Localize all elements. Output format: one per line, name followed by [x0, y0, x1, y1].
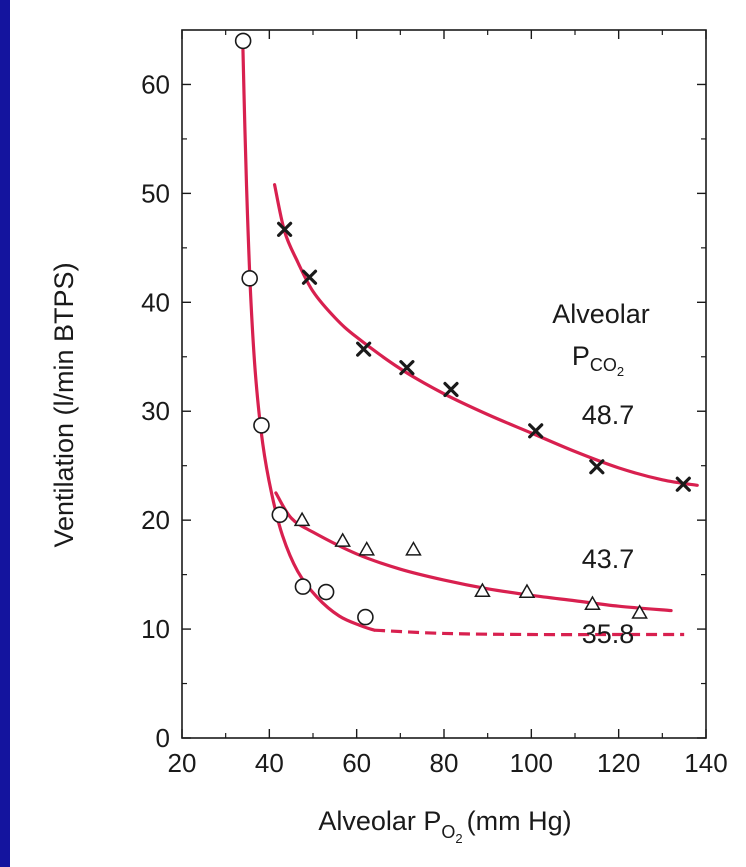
x-axis-title-main: Alveolar P — [318, 806, 441, 836]
annotation-pco2: PCO2 — [572, 341, 624, 379]
point-circle-35-8 — [294, 578, 312, 595]
point-cross-48-7 — [589, 459, 605, 475]
axes: 20 40 60 80 100 120 140 0 10 20 30 40 50 60 — [141, 29, 728, 778]
series-label-48-7: 48.7 — [582, 400, 635, 430]
point-circle-35-8 — [357, 608, 374, 626]
curve-35-8 — [241, 37, 376, 632]
point-cross-48-7 — [399, 360, 415, 376]
curve-43-7 — [274, 491, 673, 613]
point-triangle-43-7 — [293, 511, 311, 527]
point-circle-35-8 — [234, 32, 252, 50]
point-triangle-43-7 — [474, 582, 491, 597]
data-markers — [234, 32, 691, 626]
point-triangle-43-7 — [358, 541, 376, 556]
annotation-alveolar: Alveolar — [552, 299, 650, 329]
point-cross-48-7 — [277, 221, 293, 237]
point-triangle-43-7 — [631, 604, 648, 619]
point-triangle-43-7 — [584, 595, 601, 611]
annotation-pco2-main: P — [572, 341, 590, 371]
point-cross-48-7 — [528, 423, 544, 439]
point-circle-35-8 — [253, 417, 270, 434]
x-tick-label: 60 — [342, 748, 371, 778]
y-tick-label: 60 — [141, 69, 170, 99]
point-triangle-43-7 — [405, 541, 422, 556]
point-triangle-43-7 — [518, 583, 536, 599]
series-label-43-7: 43.7 — [582, 544, 635, 574]
x-tick-label: 80 — [430, 748, 459, 778]
y-tick-label: 10 — [141, 614, 170, 644]
y-tick-label: 20 — [141, 505, 170, 535]
x-tick-label: 20 — [168, 748, 197, 778]
point-circle-35-8 — [271, 506, 289, 524]
y-tick-label: 0 — [156, 723, 170, 753]
x-axis-title-subsub: 2 — [455, 831, 462, 846]
x-tick-label: 40 — [255, 748, 284, 778]
y-tick-label: 40 — [141, 287, 170, 317]
curve-48-7 — [272, 183, 699, 487]
x-axis-title-unit: (mm Hg) — [467, 806, 572, 836]
annotation-pco2-subsub: 2 — [617, 364, 624, 379]
y-tick-label: 30 — [141, 396, 170, 426]
x-axis-title: Alveolar PO2 (mm Hg) — [318, 806, 571, 846]
point-circle-35-8 — [241, 270, 258, 287]
point-triangle-43-7 — [334, 532, 351, 547]
y-axis-title: Ventilation (l/min BTPS) — [49, 262, 79, 547]
point-cross-48-7 — [301, 269, 318, 285]
annotation-pco2-sub: CO — [590, 355, 617, 375]
fit-curves — [241, 37, 699, 637]
dashed-curve-35-8 — [374, 628, 685, 637]
y-tick-label: 50 — [141, 178, 170, 208]
point-cross-48-7 — [356, 341, 372, 357]
figure-panel — [10, 0, 746, 867]
x-axis-title-sub: O — [441, 822, 455, 842]
series-label-35-8: 35.8 — [582, 619, 635, 649]
x-tick-label: 140 — [684, 748, 727, 778]
point-circle-35-8 — [317, 583, 335, 601]
point-cross-48-7 — [675, 476, 691, 492]
x-tick-label: 100 — [510, 748, 553, 778]
x-tick-label: 120 — [597, 748, 640, 778]
point-cross-48-7 — [443, 381, 459, 398]
